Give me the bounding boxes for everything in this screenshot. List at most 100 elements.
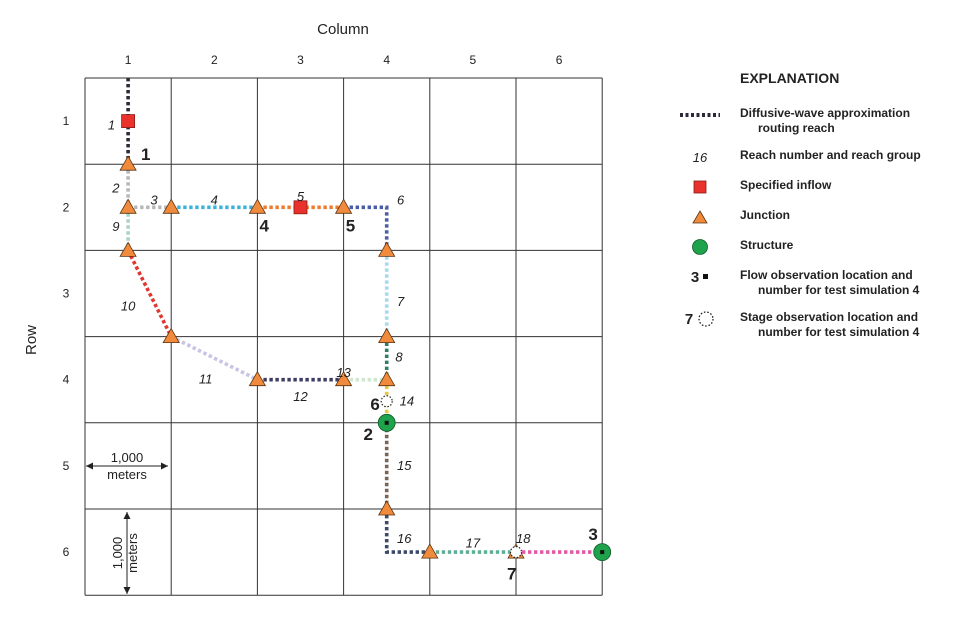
junction-marker — [378, 370, 396, 387]
reach-number-label: 14 — [400, 393, 414, 408]
small-black-square-icon — [703, 274, 709, 279]
dotted-circle-icon — [698, 311, 714, 327]
legend-flow-observation: 3 Flow observation location and number fo… — [660, 268, 950, 298]
reach-11-line — [170, 334, 259, 382]
model-grid — [84, 77, 603, 596]
legend-specified-inflow: Specified inflow — [660, 178, 950, 196]
legend-structure-text: Structure — [740, 238, 794, 252]
legend-routing-reach-line1: Diffusive-wave approximation — [740, 106, 911, 120]
column-tick-5: 5 — [470, 53, 477, 67]
legend-specified-inflow-text: Specified inflow — [740, 178, 832, 192]
vertical-scale-value: 1,000 — [110, 537, 125, 570]
column-axis-title: Column — [317, 21, 369, 38]
reach-10-line — [126, 249, 173, 338]
dotted-line-icon — [660, 106, 740, 124]
reach-number-label: 2 — [111, 180, 120, 195]
routing-reaches — [126, 78, 603, 554]
reach-number-label: 4 — [211, 192, 218, 207]
stage-observation-marker — [380, 395, 393, 408]
legend-stage-observation: 7 Stage observation location and number f… — [660, 310, 950, 340]
reach-6-line — [343, 205, 389, 251]
horizontal-scale-value: 1,000 — [111, 450, 144, 465]
junction-marker — [162, 198, 180, 214]
junction-marker — [378, 327, 396, 344]
legend-stage-obs-line1: Stage observation location and — [740, 310, 919, 324]
reach-number-label: 11 — [199, 372, 213, 387]
column-tick-labels: 1 2 3 4 5 6 — [125, 53, 563, 67]
horizontal-scale-bar: 1,000 meters — [86, 450, 168, 482]
legend-flow-obs-line1: Flow observation location and — [740, 268, 913, 282]
junction-number-label: 4 — [260, 216, 270, 235]
reach-number-label: 18 — [516, 531, 531, 546]
junction-marker — [378, 241, 396, 257]
stage-observation-number-label: 7 — [507, 565, 516, 584]
flow-observation-number-label: 3 — [588, 525, 597, 544]
row-tick-4: 4 — [63, 373, 70, 387]
junction-marker — [162, 327, 180, 344]
legend-stage-obs-line2: number for test simulation 4 — [758, 325, 920, 339]
column-tick-2: 2 — [211, 53, 218, 67]
legend-stage-obs-sample: 7 — [684, 310, 694, 328]
reach-number-label: 13 — [336, 365, 351, 380]
reach-number-label: 3 — [150, 192, 158, 207]
reach-number-label: 1 — [108, 117, 115, 132]
reach-number-label: 7 — [397, 294, 405, 309]
junction-marker — [378, 500, 396, 516]
column-tick-1: 1 — [125, 53, 132, 67]
stage-observation-marker — [509, 545, 523, 559]
junction-marker — [119, 198, 137, 214]
vertical-scale-bar: 1,000 meters — [110, 512, 140, 594]
junction-marker — [421, 543, 439, 559]
legend-junction-text: Junction — [740, 208, 790, 222]
legend-structure: Structure — [660, 238, 950, 256]
column-tick-3: 3 — [297, 53, 304, 67]
junction-number-label: 5 — [346, 216, 355, 235]
specified-inflow-marker — [293, 200, 308, 215]
junction-marker — [119, 155, 137, 171]
row-tick-3: 3 — [63, 287, 70, 301]
network-markers — [119, 114, 612, 561]
flow-observation-point — [600, 550, 605, 555]
legend-flow-obs-sample: 3 — [690, 268, 700, 286]
junction-marker — [119, 241, 137, 257]
reach-number-label: 17 — [466, 535, 481, 550]
stage-observation-number-label: 6 — [370, 395, 379, 414]
explanation-legend: EXPLANATION Diffusive-wave approximation… — [660, 70, 950, 352]
row-axis-title: Row — [23, 325, 40, 355]
junction-number-label: 1 — [141, 145, 150, 164]
legend-routing-reach: Diffusive-wave approximation routing reac… — [660, 106, 950, 136]
reach-number-label: 16 — [397, 531, 412, 546]
row-tick-5: 5 — [63, 459, 70, 473]
reach-number-label: 10 — [121, 298, 136, 313]
specified-inflow-marker — [121, 114, 135, 128]
legend-flow-obs-line2: number for test simulation 4 — [758, 283, 920, 297]
red-square-icon — [660, 178, 740, 196]
row-tick-2: 2 — [63, 200, 70, 214]
reach-number-label: 15 — [397, 458, 412, 473]
legend-reach-number-text: Reach number and reach group — [740, 148, 921, 162]
flow-observation-number-label: 2 — [363, 425, 372, 444]
junction-marker — [248, 198, 267, 214]
reach-number-label: 8 — [395, 349, 403, 364]
reach-number-label: 12 — [293, 389, 308, 404]
junction-marker — [334, 198, 353, 214]
legend-title: EXPLANATION — [740, 70, 840, 86]
junction-marker — [334, 370, 353, 387]
flow-observation-point — [384, 420, 389, 425]
junction-marker — [248, 370, 267, 387]
column-tick-6: 6 — [556, 53, 563, 67]
reach-number-label: 5 — [297, 189, 305, 204]
legend-routing-reach-line2: routing reach — [758, 121, 835, 135]
reach-number-label: 6 — [397, 192, 405, 207]
column-tick-4: 4 — [383, 53, 390, 67]
orange-triangle-icon — [660, 208, 740, 226]
row-tick-labels: 1 2 3 4 5 6 — [63, 114, 70, 559]
vertical-scale-unit: meters — [125, 533, 140, 573]
legend-reach-number: 16 Reach number and reach group — [660, 148, 950, 166]
legend-reach-number-sample: 16 — [692, 149, 708, 165]
row-tick-6: 6 — [63, 545, 70, 559]
